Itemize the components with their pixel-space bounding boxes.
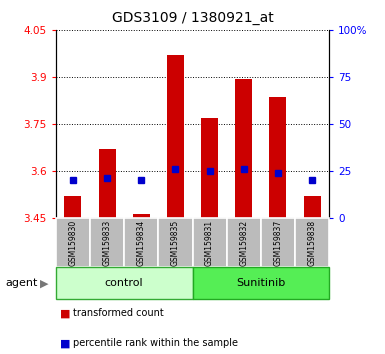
Bar (235, 79, 252, 218)
Bar (167, 55, 184, 218)
Bar (158, 218, 192, 267)
Bar (90, 218, 124, 267)
Bar (56, 267, 192, 299)
Text: GSM159833: GSM159833 (102, 219, 112, 266)
Bar (201, 118, 218, 218)
Bar (295, 218, 329, 267)
Text: GSM159837: GSM159837 (273, 219, 283, 266)
Text: GSM159838: GSM159838 (308, 219, 316, 266)
Bar (124, 218, 158, 267)
Bar (303, 196, 321, 218)
Text: GSM159834: GSM159834 (137, 219, 146, 266)
Text: percentile rank within the sample: percentile rank within the sample (73, 338, 238, 348)
Text: ▶: ▶ (40, 278, 49, 288)
Text: Sunitinib: Sunitinib (236, 278, 285, 288)
Text: agent: agent (6, 278, 38, 288)
Bar (133, 214, 150, 218)
Text: GDS3109 / 1380921_at: GDS3109 / 1380921_at (112, 11, 273, 25)
Bar (270, 97, 286, 218)
Text: GSM159835: GSM159835 (171, 219, 180, 266)
Bar (192, 218, 227, 267)
Bar (192, 267, 329, 299)
Bar (261, 218, 295, 267)
Bar (227, 218, 261, 267)
Bar (64, 196, 82, 218)
Text: GSM159832: GSM159832 (239, 219, 248, 266)
Text: transformed count: transformed count (73, 308, 164, 318)
Text: ■: ■ (60, 338, 70, 348)
Text: GSM159831: GSM159831 (205, 219, 214, 266)
Bar (56, 218, 90, 267)
Text: control: control (105, 278, 144, 288)
Text: ■: ■ (60, 308, 70, 318)
Bar (99, 149, 116, 218)
Text: GSM159830: GSM159830 (69, 219, 77, 266)
